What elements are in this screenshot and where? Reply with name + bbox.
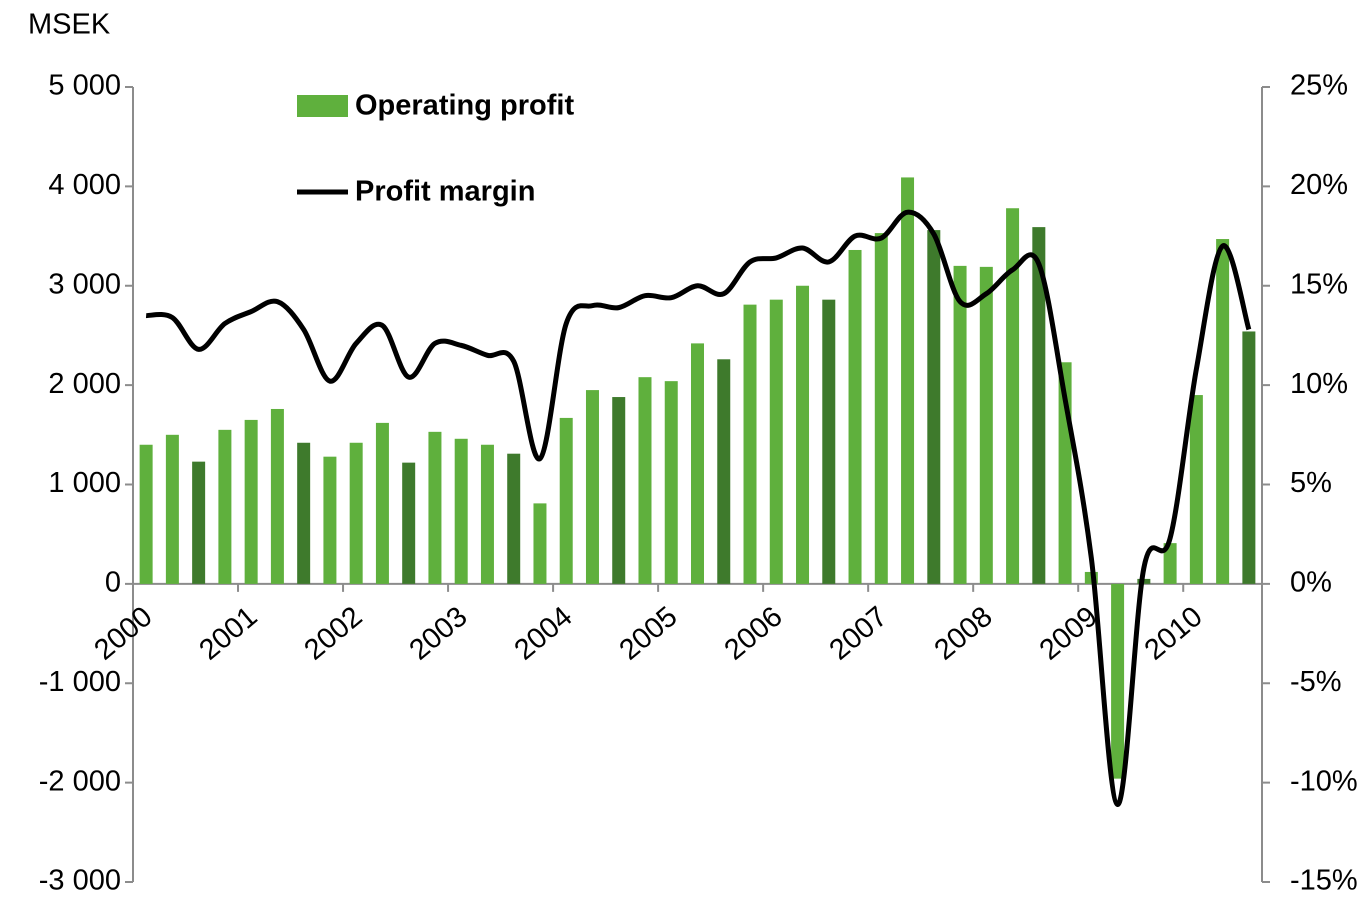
bar bbox=[507, 453, 521, 584]
y2-tick-label: 0% bbox=[1290, 567, 1332, 599]
bar bbox=[244, 419, 258, 584]
bar bbox=[1189, 395, 1203, 584]
y-tick-label: -1 000 bbox=[39, 666, 121, 698]
x-tick-label: 2002 bbox=[298, 601, 368, 667]
bar bbox=[375, 422, 389, 584]
x-tick-label: 2006 bbox=[719, 601, 789, 667]
x-tick-label: 2007 bbox=[824, 601, 894, 667]
bar bbox=[585, 390, 599, 584]
bar bbox=[874, 233, 888, 584]
x-tick-label: 2000 bbox=[88, 601, 158, 667]
bar bbox=[533, 503, 547, 584]
bar bbox=[743, 304, 757, 584]
bar bbox=[192, 461, 206, 584]
bar bbox=[953, 265, 967, 584]
bar bbox=[349, 442, 363, 584]
bar bbox=[1006, 208, 1020, 584]
y-tick-label: 5 000 bbox=[48, 70, 121, 102]
y-tick-label: 4 000 bbox=[48, 169, 121, 201]
x-tick-label: 2005 bbox=[614, 601, 684, 667]
x-tick-label: 2010 bbox=[1139, 601, 1209, 667]
bar bbox=[218, 429, 232, 584]
x-tick-label: 2004 bbox=[509, 601, 579, 667]
bar bbox=[796, 285, 810, 584]
legend-label: Operating profit bbox=[355, 90, 574, 122]
y-tick-label: -2 000 bbox=[39, 765, 121, 797]
bar bbox=[822, 299, 836, 584]
bar bbox=[612, 397, 626, 584]
bar bbox=[717, 359, 731, 584]
x-tick-label: 2003 bbox=[403, 601, 473, 667]
x-tick-label: 2009 bbox=[1034, 601, 1104, 667]
bar bbox=[454, 438, 468, 584]
bar bbox=[1032, 227, 1046, 584]
bar bbox=[638, 377, 652, 584]
y-tick-label: -3 000 bbox=[39, 865, 121, 897]
y2-tick-label: 20% bbox=[1290, 169, 1348, 201]
profit-margin-line bbox=[145, 209, 1252, 807]
y-axis-label: MSEK bbox=[28, 9, 111, 41]
y2-tick-label: 25% bbox=[1290, 70, 1348, 102]
y2-tick-label: 10% bbox=[1290, 368, 1348, 400]
legend-label: Profit margin bbox=[355, 176, 535, 208]
y-tick-label: 0 bbox=[105, 567, 121, 599]
y2-tick-label: 5% bbox=[1290, 467, 1332, 499]
y2-tick-label: -5% bbox=[1290, 666, 1342, 698]
y2-tick-label: 15% bbox=[1290, 268, 1348, 300]
bar bbox=[402, 462, 416, 584]
x-tick-label: 2008 bbox=[929, 601, 999, 667]
bar bbox=[901, 177, 915, 584]
bar bbox=[297, 442, 311, 584]
bar bbox=[1111, 583, 1125, 779]
bar bbox=[323, 456, 337, 584]
bar bbox=[165, 434, 179, 584]
bar bbox=[769, 299, 783, 584]
bar bbox=[270, 408, 284, 584]
bar bbox=[664, 381, 678, 584]
bar bbox=[848, 249, 862, 584]
bar bbox=[979, 266, 993, 584]
y2-tick-label: -15% bbox=[1290, 865, 1358, 897]
bar bbox=[1163, 543, 1177, 584]
x-tick-label: 2001 bbox=[193, 601, 263, 667]
bar bbox=[927, 230, 941, 584]
y-tick-label: 1 000 bbox=[48, 467, 121, 499]
bar bbox=[428, 431, 442, 584]
bar bbox=[139, 444, 153, 584]
bar bbox=[1216, 239, 1230, 584]
y-tick-label: 3 000 bbox=[48, 268, 121, 300]
bar bbox=[559, 417, 573, 584]
bar bbox=[691, 343, 704, 584]
y-tick-label: 2 000 bbox=[48, 368, 121, 400]
y2-tick-label: -10% bbox=[1290, 765, 1358, 797]
legend-swatch bbox=[297, 95, 348, 117]
bar bbox=[480, 444, 494, 584]
bar bbox=[1242, 331, 1256, 584]
